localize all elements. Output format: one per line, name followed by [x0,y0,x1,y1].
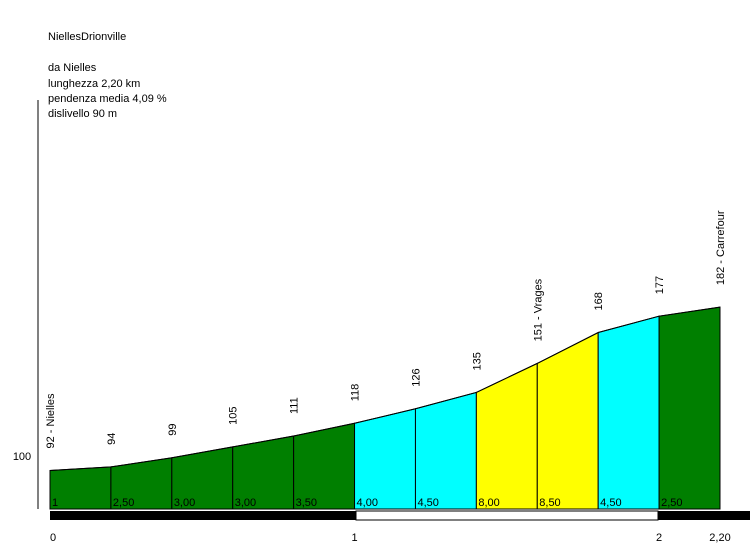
segment-gradient-label: 4,50 [417,497,438,509]
segment-gradient-label: 4,50 [600,497,621,509]
gradient-segment [354,408,416,510]
segment-gradient-label: 3,00 [174,497,195,509]
km-bar-dark [658,511,750,520]
elevation-label: 182 - Carrefour [715,210,727,285]
chart-title: NiellesDrionville [48,31,127,43]
profile-line [49,306,721,471]
length-info: lunghezza 2,20 km [48,78,141,90]
elevation-label: 151 - Vrages [532,278,544,341]
x-tick-label: 0 [50,532,56,544]
segment-gradient-label: 8,00 [478,497,499,509]
segment-gradient-label: 2,50 [661,497,682,509]
gradient-segment [658,306,721,510]
km-bar-light [355,510,659,521]
km-bar-dark [50,511,356,520]
segment-gradient-label: 3,00 [235,497,256,509]
elevation-label: 111 [289,397,301,414]
elevation-label: 94 [106,433,118,445]
x-tick-label: 2,20 [709,532,730,544]
start-location: da Nielles [48,62,97,74]
elevation-label: 99 [167,424,179,436]
gradient-segment [597,315,660,510]
elevation-label: 92 - Nielles [45,393,57,449]
elevation-gain-info: dislivello 90 m [48,108,118,120]
elevation-label: 168 [593,292,605,310]
elevation-label: 105 [228,407,240,425]
segment-gradient-label: 8,50 [539,497,560,509]
avg-gradient-info: pendenza media 4,09 % [48,93,167,105]
elevation-label: 126 [410,368,422,386]
x-tick-label: 1 [351,532,357,544]
x-tick-label: 2 [656,532,662,544]
segment-gradient-label: 2,50 [113,497,134,509]
segment-gradient-label: 4,00 [357,497,378,509]
y-tick-label: 100 [13,451,31,463]
gradient-segment [414,391,477,510]
segment-gradient-label: 3,50 [296,497,317,509]
segment-gradient-label: 1 [52,497,58,509]
gradient-segment [475,362,538,510]
gradient-segment [49,466,112,510]
elevation-label: 135 [471,352,483,370]
elevation-label: 177 [654,276,666,294]
elevation-label: 118 [350,384,362,402]
